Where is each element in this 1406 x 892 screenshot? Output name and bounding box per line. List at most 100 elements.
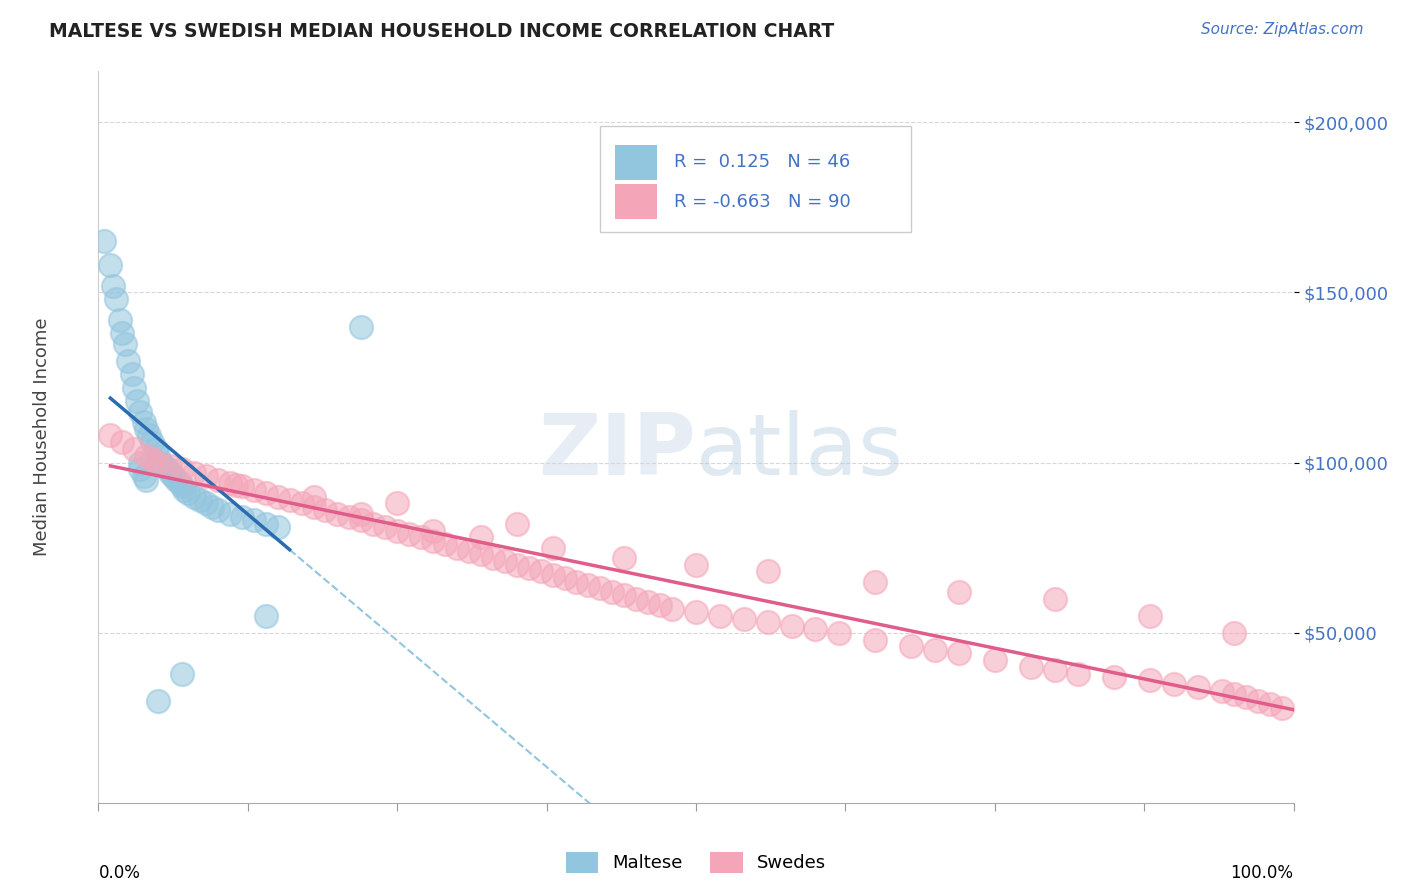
Point [422, 533, 444, 548]
Legend: Maltese, Swedes: Maltese, Swedes [557, 843, 835, 881]
Bar [614, 145, 657, 179]
Point [924, 642, 946, 657]
Point [169, 475, 191, 490]
Point [1247, 694, 1270, 708]
Point [111, 326, 134, 341]
Point [153, 458, 176, 473]
Point [506, 558, 529, 572]
Point [900, 640, 922, 654]
Point [434, 537, 457, 551]
Point [446, 541, 468, 555]
Point [363, 516, 385, 531]
Point [138, 428, 160, 442]
Point [374, 520, 396, 534]
Text: atlas: atlas [696, 410, 904, 493]
Point [385, 524, 409, 538]
Point [804, 622, 827, 636]
Text: 100.0%: 100.0% [1230, 864, 1294, 882]
Point [506, 516, 529, 531]
Point [1223, 625, 1246, 640]
Text: 0.0%: 0.0% [98, 864, 141, 882]
Point [243, 483, 266, 497]
Point [173, 483, 195, 497]
Point [207, 473, 229, 487]
Point [302, 490, 325, 504]
Point [1019, 659, 1042, 673]
Point [159, 466, 181, 480]
Point [114, 336, 136, 351]
Point [1234, 690, 1257, 705]
Point [1271, 700, 1294, 714]
Point [135, 473, 157, 487]
Point [219, 507, 242, 521]
Point [172, 479, 194, 493]
Point [458, 544, 481, 558]
Point [145, 442, 167, 456]
Point [111, 435, 134, 450]
Bar [614, 184, 657, 219]
Point [195, 469, 218, 483]
Point [339, 510, 361, 524]
Point [613, 588, 636, 602]
Point [121, 367, 143, 381]
Point [1104, 670, 1126, 684]
Point [98, 428, 122, 442]
Point [554, 571, 576, 585]
Point [1187, 680, 1209, 694]
Point [291, 496, 314, 510]
Point [207, 503, 229, 517]
Point [756, 615, 779, 630]
Point [1223, 687, 1246, 701]
Point [650, 599, 672, 613]
Point [685, 605, 707, 619]
Point [156, 462, 179, 476]
Point [125, 394, 148, 409]
Point [148, 694, 170, 708]
Point [1139, 608, 1161, 623]
Point [188, 493, 211, 508]
Point [1211, 683, 1233, 698]
Point [517, 561, 540, 575]
Point [98, 258, 122, 272]
Point [1258, 697, 1281, 711]
Point [132, 415, 155, 429]
Point [602, 585, 624, 599]
Text: R = -0.663   N = 90: R = -0.663 N = 90 [675, 193, 851, 211]
Point [541, 567, 564, 582]
FancyBboxPatch shape [600, 126, 911, 232]
Point [148, 449, 170, 463]
Point [165, 473, 187, 487]
Point [195, 496, 218, 510]
Point [201, 500, 224, 514]
Point [661, 602, 683, 616]
Point [148, 456, 170, 470]
Point [948, 646, 970, 660]
Point [254, 486, 277, 500]
Point [1139, 673, 1161, 688]
Point [278, 493, 301, 508]
Point [1043, 663, 1066, 677]
Point [219, 475, 242, 490]
Point [129, 404, 152, 418]
Point [243, 513, 266, 527]
Point [124, 442, 146, 456]
Point [172, 462, 194, 476]
Point [637, 595, 659, 609]
Point [626, 591, 648, 606]
Point [105, 293, 128, 307]
Point [129, 462, 152, 476]
Point [149, 456, 172, 470]
Y-axis label: Median Household Income: Median Household Income [32, 318, 51, 557]
Point [350, 513, 373, 527]
Point [494, 554, 516, 568]
Point [225, 477, 247, 491]
Point [756, 565, 779, 579]
Point [530, 565, 553, 579]
Point [231, 510, 253, 524]
Point [135, 449, 157, 463]
Point [1067, 666, 1090, 681]
Point [865, 632, 887, 647]
Point [183, 466, 205, 480]
Point [302, 500, 325, 514]
Point [350, 319, 373, 334]
